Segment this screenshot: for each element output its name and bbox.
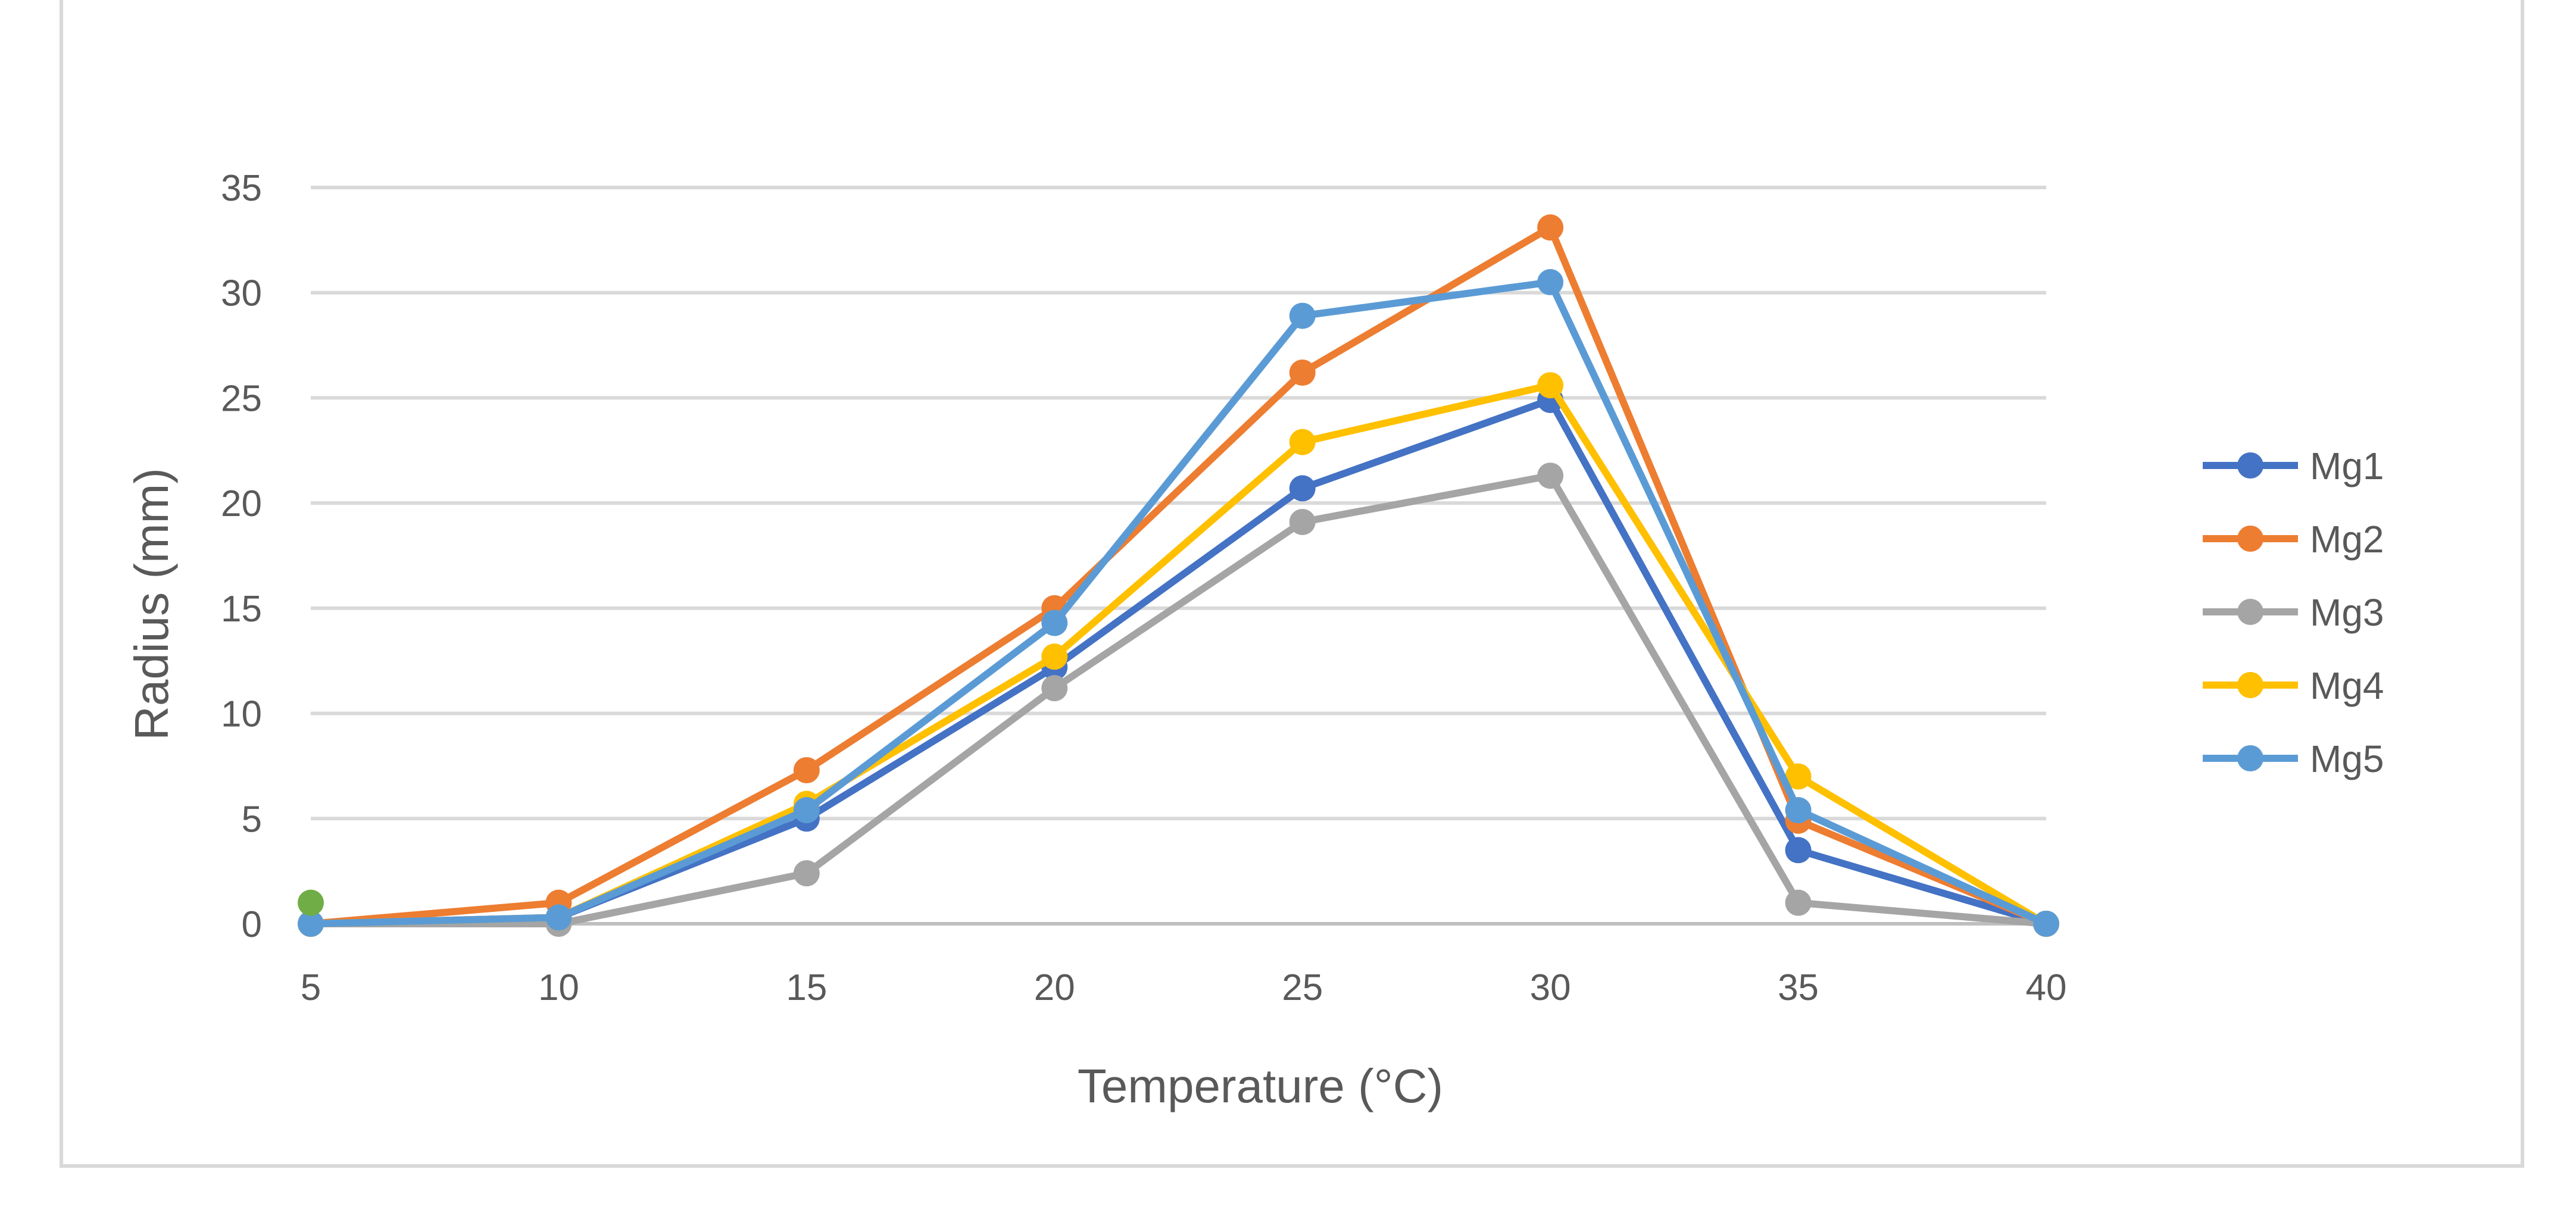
legend-label: Mg5 [2310, 737, 2384, 780]
gridlines [311, 186, 2046, 926]
y-tick-label: 30 [221, 273, 262, 314]
y-tick-label: 10 [221, 694, 262, 735]
series-mg3 [298, 462, 2059, 937]
y-axis-title: Radius (mm) [125, 468, 178, 740]
data-point [793, 797, 820, 824]
data-point [1289, 302, 1316, 329]
y-axis-ticks: 0 5 10 15 20 25 30 35 [221, 168, 262, 945]
y-tick-label: 25 [221, 378, 262, 419]
legend-item-mg2: Mg2 [2203, 518, 2384, 561]
data-point [1537, 372, 1564, 399]
chart-frame [60, 0, 2524, 1168]
legend-label: Mg4 [2310, 664, 2384, 707]
legend-label: Mg3 [2310, 591, 2384, 634]
data-point [1785, 763, 1812, 790]
x-tick-label: 40 [2026, 967, 2067, 1008]
data-point [1041, 610, 1068, 636]
data-point [1537, 462, 1564, 489]
x-tick-label: 20 [1034, 967, 1075, 1008]
series-line [307, 279, 2050, 927]
y-tick-label: 20 [221, 483, 262, 524]
legend: Mg1 Mg2 Mg3 Mg4 Mg5 [2203, 445, 2384, 780]
x-tick-label: 15 [786, 967, 827, 1008]
x-tick-label: 10 [538, 967, 579, 1008]
y-tick-label: 5 [242, 799, 262, 840]
series-group [298, 214, 2059, 937]
data-point [1041, 643, 1068, 670]
legend-swatch-marker [2237, 672, 2263, 698]
data-point [1785, 797, 1812, 824]
legend-label: Mg1 [2310, 445, 2384, 487]
data-point [1289, 429, 1316, 455]
y-tick-label: 35 [221, 168, 262, 209]
legend-item-mg4: Mg4 [2203, 664, 2384, 707]
legend-swatch-marker [2237, 599, 2263, 625]
data-point [1537, 269, 1564, 296]
x-axis-ticks: 5 10 15 20 25 30 35 40 [301, 967, 2067, 1008]
legend-swatch-marker [2237, 452, 2263, 479]
data-point [1785, 837, 1812, 864]
data-point [1289, 508, 1316, 535]
data-point [793, 757, 820, 783]
x-tick-label: 25 [1282, 967, 1323, 1008]
series-line [307, 396, 2050, 927]
x-tick-label: 5 [301, 967, 321, 1008]
data-point [545, 904, 572, 931]
series-mg5 [298, 269, 2059, 937]
annotation-group [298, 889, 324, 916]
x-tick-label: 35 [1778, 967, 1819, 1008]
data-point [298, 911, 324, 937]
x-axis-title: Temperature (°C) [1078, 1059, 1443, 1112]
data-point [1785, 889, 1812, 916]
data-point [1289, 360, 1316, 386]
y-tick-label: 0 [242, 904, 262, 945]
data-point [1537, 214, 1564, 241]
data-point [1041, 675, 1068, 702]
x-tick-label: 30 [1530, 967, 1571, 1008]
legend-swatch-marker [2237, 745, 2263, 771]
data-point [1289, 475, 1316, 502]
legend-item-mg5: Mg5 [2203, 737, 2384, 780]
annotation-point [298, 889, 324, 916]
series-line [307, 472, 2050, 927]
legend-label: Mg2 [2310, 518, 2384, 561]
legend-item-mg1: Mg1 [2203, 445, 2384, 487]
legend-item-mg3: Mg3 [2203, 591, 2384, 634]
data-point [2033, 911, 2059, 937]
data-point [793, 860, 820, 887]
legend-swatch-marker [2237, 526, 2263, 552]
y-tick-label: 15 [221, 589, 262, 630]
